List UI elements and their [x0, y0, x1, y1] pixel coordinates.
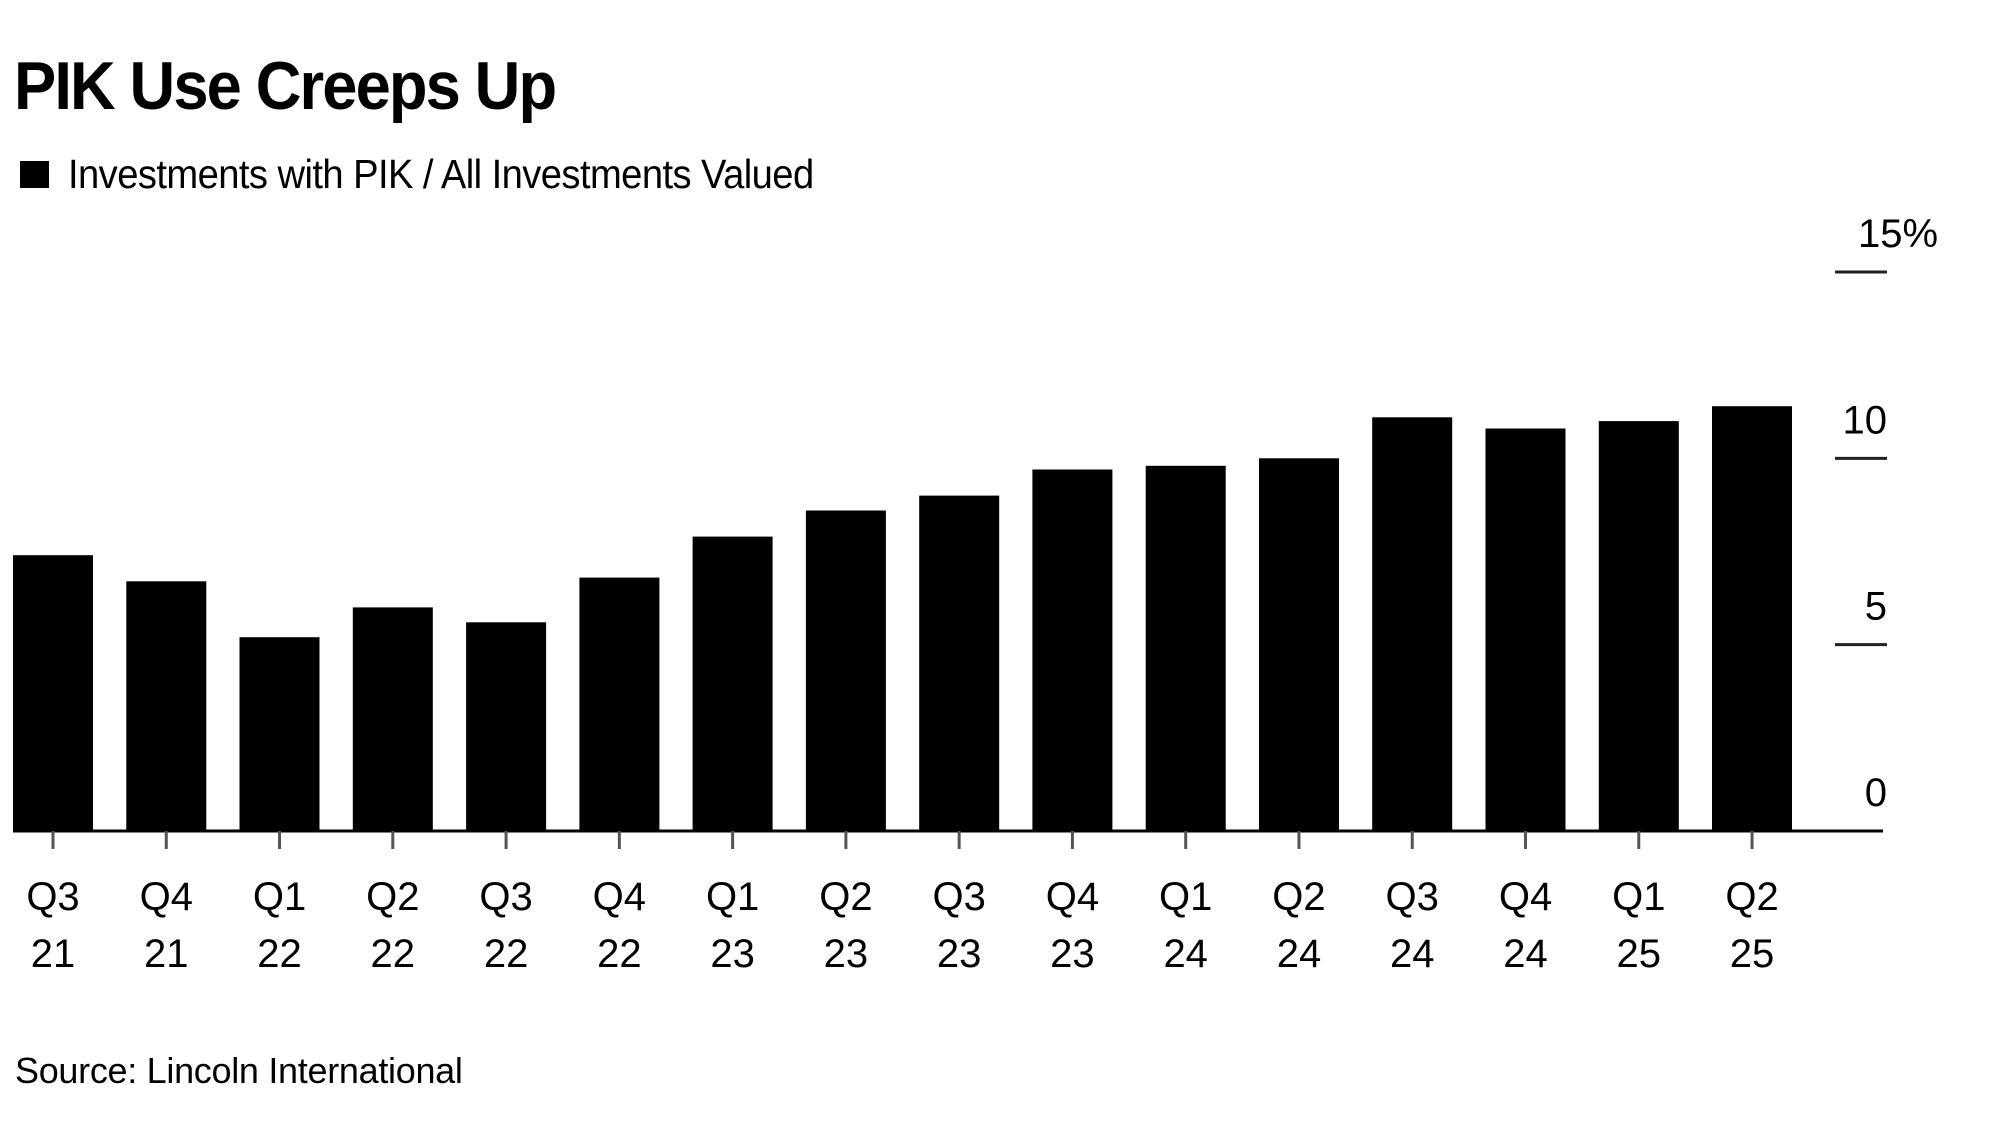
x-tick-label-quarter: Q3 — [26, 875, 79, 919]
x-axis: Q3 21 Q4 21 Q1 22 Q2 22 Q3 22 Q4 22 Q1 23 Q2 23 Q3 23 Q4 23… — [13, 829, 1883, 976]
bar — [919, 495, 1000, 831]
bar — [1372, 417, 1453, 831]
y-axis: 0 5 10 15% — [1835, 212, 1938, 815]
x-tick-label-quarter: Q2 — [819, 875, 872, 919]
y-tick-label: 0 — [1865, 771, 1887, 815]
x-tick-label-year: 21 — [31, 932, 76, 976]
x-tick-label-year: 23 — [937, 932, 982, 976]
x-tick-label-year: 25 — [1617, 932, 1662, 976]
y-tick-label: 5 — [1865, 585, 1887, 629]
x-tick-label-year: 24 — [1503, 932, 1548, 976]
y-tick-label: 15% — [1858, 212, 1938, 256]
bar — [13, 555, 93, 831]
x-tick-label-quarter: Q4 — [593, 875, 646, 919]
bar — [352, 607, 433, 831]
x-tick-label-year: 24 — [1390, 932, 1435, 976]
bar — [239, 637, 320, 831]
x-tick-label-quarter: Q1 — [706, 875, 759, 919]
x-tick-label-quarter: Q1 — [253, 875, 306, 919]
x-tick-label-quarter: Q3 — [1386, 875, 1439, 919]
x-tick-label-year: 22 — [257, 932, 302, 976]
source-note: Source: Lincoln International — [15, 1050, 463, 1091]
x-tick-label-quarter: Q3 — [479, 875, 532, 919]
bar — [466, 622, 547, 831]
x-tick-label-quarter: Q4 — [1046, 875, 1099, 919]
x-tick-label-quarter: Q2 — [366, 875, 419, 919]
x-tick-label-quarter: Q4 — [1499, 875, 1552, 919]
legend-swatch — [20, 160, 49, 188]
y-tick-label: 10 — [1843, 398, 1888, 442]
bar — [1145, 465, 1226, 831]
bar — [1259, 458, 1339, 831]
x-tick-label-quarter: Q2 — [1725, 875, 1778, 919]
chart-title: PIK Use Creeps Up — [14, 48, 557, 124]
x-tick-label-year: 24 — [1277, 932, 1322, 976]
bar — [126, 581, 207, 831]
bar — [579, 577, 660, 831]
x-tick-label-quarter: Q2 — [1272, 875, 1325, 919]
x-tick-label-year: 23 — [1050, 932, 1095, 976]
legend: Investments with PIK / All Investments V… — [20, 152, 870, 196]
bar — [1485, 428, 1566, 831]
x-tick-label-year: 25 — [1730, 932, 1775, 976]
x-tick-label-year: 23 — [824, 932, 869, 976]
x-tick-label-year: 22 — [484, 932, 529, 976]
x-tick-label-quarter: Q1 — [1612, 875, 1665, 919]
x-tick-label-year: 24 — [1163, 932, 1208, 976]
x-tick-label-quarter: Q1 — [1159, 875, 1212, 919]
bar — [805, 510, 886, 831]
x-tick-label-quarter: Q4 — [140, 875, 193, 919]
bar — [1032, 469, 1113, 831]
bar — [692, 536, 773, 831]
x-tick-label-quarter: Q3 — [932, 875, 985, 919]
legend-label: Investments with PIK / All Investments V… — [68, 150, 814, 197]
x-tick-label-year: 21 — [144, 932, 189, 976]
x-tick-label-year: 23 — [710, 932, 755, 976]
bar — [1712, 406, 1792, 831]
x-tick-label-year: 22 — [597, 932, 642, 976]
bar — [1598, 421, 1679, 831]
bars-group — [13, 406, 1792, 831]
x-tick-label-year: 22 — [371, 932, 416, 976]
